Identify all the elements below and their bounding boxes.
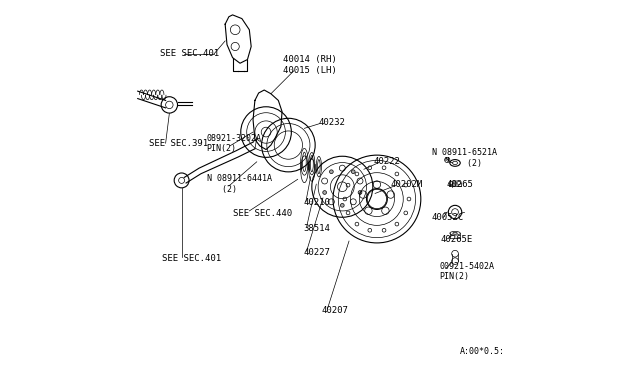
Text: SEE SEC.401: SEE SEC.401 xyxy=(160,49,219,58)
Text: N 08911-6521A
       (2): N 08911-6521A (2) xyxy=(431,148,497,168)
Text: 38514: 38514 xyxy=(303,224,330,233)
Text: 40265E: 40265E xyxy=(441,235,473,244)
Text: 00921-5402A
PIN(2): 00921-5402A PIN(2) xyxy=(439,262,494,281)
Text: N 08911-6441A
   (2): N 08911-6441A (2) xyxy=(207,174,271,194)
Circle shape xyxy=(330,170,333,174)
Text: 40222: 40222 xyxy=(374,157,401,166)
Text: SEE SEC.391: SEE SEC.391 xyxy=(149,139,208,148)
Circle shape xyxy=(340,203,344,207)
Text: 40207: 40207 xyxy=(322,306,349,315)
Text: 08921-3202A
PIN(2): 08921-3202A PIN(2) xyxy=(207,134,262,153)
Text: 40232: 40232 xyxy=(318,118,345,127)
Text: SEE SEC.401: SEE SEC.401 xyxy=(162,254,221,263)
Text: 40265: 40265 xyxy=(447,180,474,189)
Text: 40014 (RH)
40015 (LH): 40014 (RH) 40015 (LH) xyxy=(283,55,337,75)
Circle shape xyxy=(358,190,362,194)
Text: N: N xyxy=(445,157,449,163)
Circle shape xyxy=(323,190,326,194)
Text: 40202M: 40202M xyxy=(390,180,423,189)
Text: 40210: 40210 xyxy=(303,198,330,207)
Text: 40052C: 40052C xyxy=(431,213,464,222)
Text: A:00*0.5:: A:00*0.5: xyxy=(460,347,504,356)
Circle shape xyxy=(351,170,355,174)
Text: 40227: 40227 xyxy=(303,248,330,257)
Text: SEE SEC.440: SEE SEC.440 xyxy=(232,209,292,218)
